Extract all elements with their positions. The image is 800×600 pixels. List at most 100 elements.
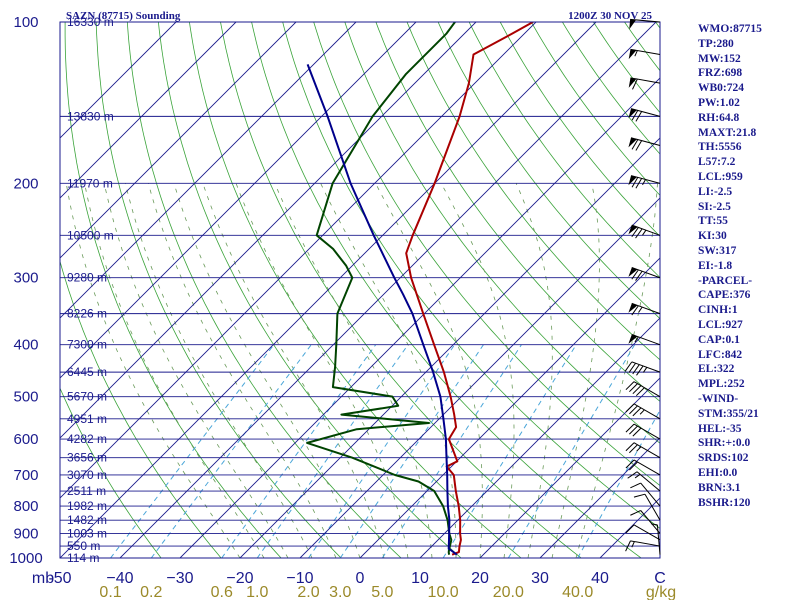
temperature-tick-label: 20: [471, 570, 489, 587]
index-item: -WIND-: [698, 392, 739, 405]
moist-adiabat: [235, 183, 409, 558]
pressure-tick-label: 700: [13, 467, 38, 484]
pressure-tick-label: 600: [13, 431, 38, 448]
index-item: MW:152: [698, 52, 741, 65]
wind-barb: [628, 175, 661, 189]
wind-barb: [625, 524, 661, 541]
height-label: 114 m: [67, 551, 99, 565]
height-label: 7300 m: [67, 338, 107, 352]
moist-adiabat: [551, 183, 600, 558]
dry-adiabat: [189, 22, 522, 558]
index-item: RH:64.8: [698, 111, 740, 124]
index-item: LCL:959: [698, 170, 743, 183]
mixing-ratio-line: [339, 344, 484, 558]
isotherm: [60, 22, 177, 139]
pressure-tick-label: 400: [13, 337, 38, 354]
index-item: WMO:87715: [698, 23, 762, 35]
height-label: 2511 m: [67, 484, 106, 498]
height-label: 1003 m: [67, 526, 107, 540]
moist-adiabat: [124, 183, 313, 558]
wind-barb: [625, 423, 661, 440]
temperature-tick-label: -50: [48, 570, 71, 587]
isotherm: [60, 22, 357, 319]
wind-barb: [625, 403, 661, 420]
wind-barb: [628, 137, 661, 151]
height-label: 10500 m: [67, 228, 114, 242]
height-label: 550 m: [67, 539, 100, 553]
wind-barb: [628, 224, 661, 239]
mixing-ratio-line: [308, 344, 456, 558]
mixing-ratio-unit-label: g/kg: [646, 584, 676, 600]
temperature-tick-label: −20: [226, 570, 253, 587]
mixing-ratio-line: [221, 344, 377, 558]
temperature-unit-label: C: [654, 570, 666, 587]
index-item: -PARCEL-: [698, 274, 753, 287]
wind-barb: [630, 510, 661, 534]
height-label: 16330 m: [67, 15, 114, 29]
dry-adiabat: [60, 387, 162, 558]
isotherm: [60, 22, 537, 499]
dry-adiabat: [499, 22, 660, 237]
mixing-ratio-label: 0.1: [99, 584, 121, 600]
dry-adiabat: [251, 22, 642, 558]
index-item: CAPE:376: [698, 289, 751, 302]
temperature-tick-label: 10: [411, 570, 429, 587]
isotherm: [299, 197, 660, 558]
index-item: LI:-2.5: [698, 185, 733, 198]
pressure-unit-label: mb: [32, 570, 54, 587]
pressure-tick-label: 500: [13, 389, 38, 406]
temperature-tick-label: −10: [286, 570, 313, 587]
wind-barb: [628, 77, 661, 90]
dry-adiabat: [282, 22, 660, 529]
mixing-ratio-label: 3.0: [329, 584, 351, 600]
height-label: 4282 m: [67, 432, 107, 446]
temperature-tick-label: −30: [166, 570, 193, 587]
dry-adiabat: [406, 22, 660, 361]
isotherm: [60, 22, 237, 199]
index-item: CINH:1: [698, 304, 738, 317]
height-label: 6445 m: [67, 365, 107, 379]
index-item: LCL:927: [698, 318, 743, 331]
isotherm: [60, 22, 477, 439]
skewt-grid: [60, 22, 660, 558]
mixing-ratio-label: 10.0: [428, 584, 459, 600]
height-label: 3656 m: [67, 451, 107, 465]
mixing-ratio-label: 5.0: [371, 584, 393, 600]
index-item: EHI:0.0: [698, 466, 738, 479]
index-item: L57:7.2: [698, 156, 736, 169]
index-item: TH:5556: [698, 141, 742, 154]
moist-adiabat: [440, 183, 515, 558]
pressure-tick-label: 1000: [9, 550, 42, 567]
moist-adiabat: [575, 183, 658, 558]
isotherm: [60, 22, 297, 259]
index-item: EI:-1.8: [698, 259, 733, 272]
profile-lines: [306, 22, 534, 556]
temperature-tick-label: −40: [106, 570, 133, 587]
index-item: BRN:3.1: [698, 481, 741, 494]
index-item: SI:-2.5: [698, 200, 731, 213]
mixing-ratio-label: 1.0: [246, 584, 268, 600]
dry-adiabat: [530, 22, 660, 196]
index-item: SRDS:102: [698, 452, 749, 465]
moist-adiabat: [274, 183, 433, 558]
temperature-profile: [405, 22, 534, 556]
index-item: CAP:0.1: [698, 333, 740, 346]
height-label: 1982 m: [67, 499, 107, 513]
index-item: PW:1.02: [698, 96, 740, 109]
mixing-ratio-label: 0.6: [211, 584, 233, 600]
index-item: LFC:842: [698, 348, 743, 361]
dry-adiabat: [562, 22, 660, 155]
index-item: WB0:724: [698, 82, 744, 95]
wind-barbs: [624, 18, 661, 555]
pressure-tick-label: 300: [13, 270, 38, 287]
moist-adiabat: [320, 183, 457, 558]
dry-adiabat: [95, 22, 342, 558]
dry-adiabat: [126, 22, 402, 558]
wind-barb: [630, 482, 661, 507]
moist-adiabat: [148, 183, 337, 558]
dry-adiabat: [468, 22, 660, 279]
height-label: 9280 m: [67, 271, 107, 285]
isotherm: [419, 317, 660, 558]
